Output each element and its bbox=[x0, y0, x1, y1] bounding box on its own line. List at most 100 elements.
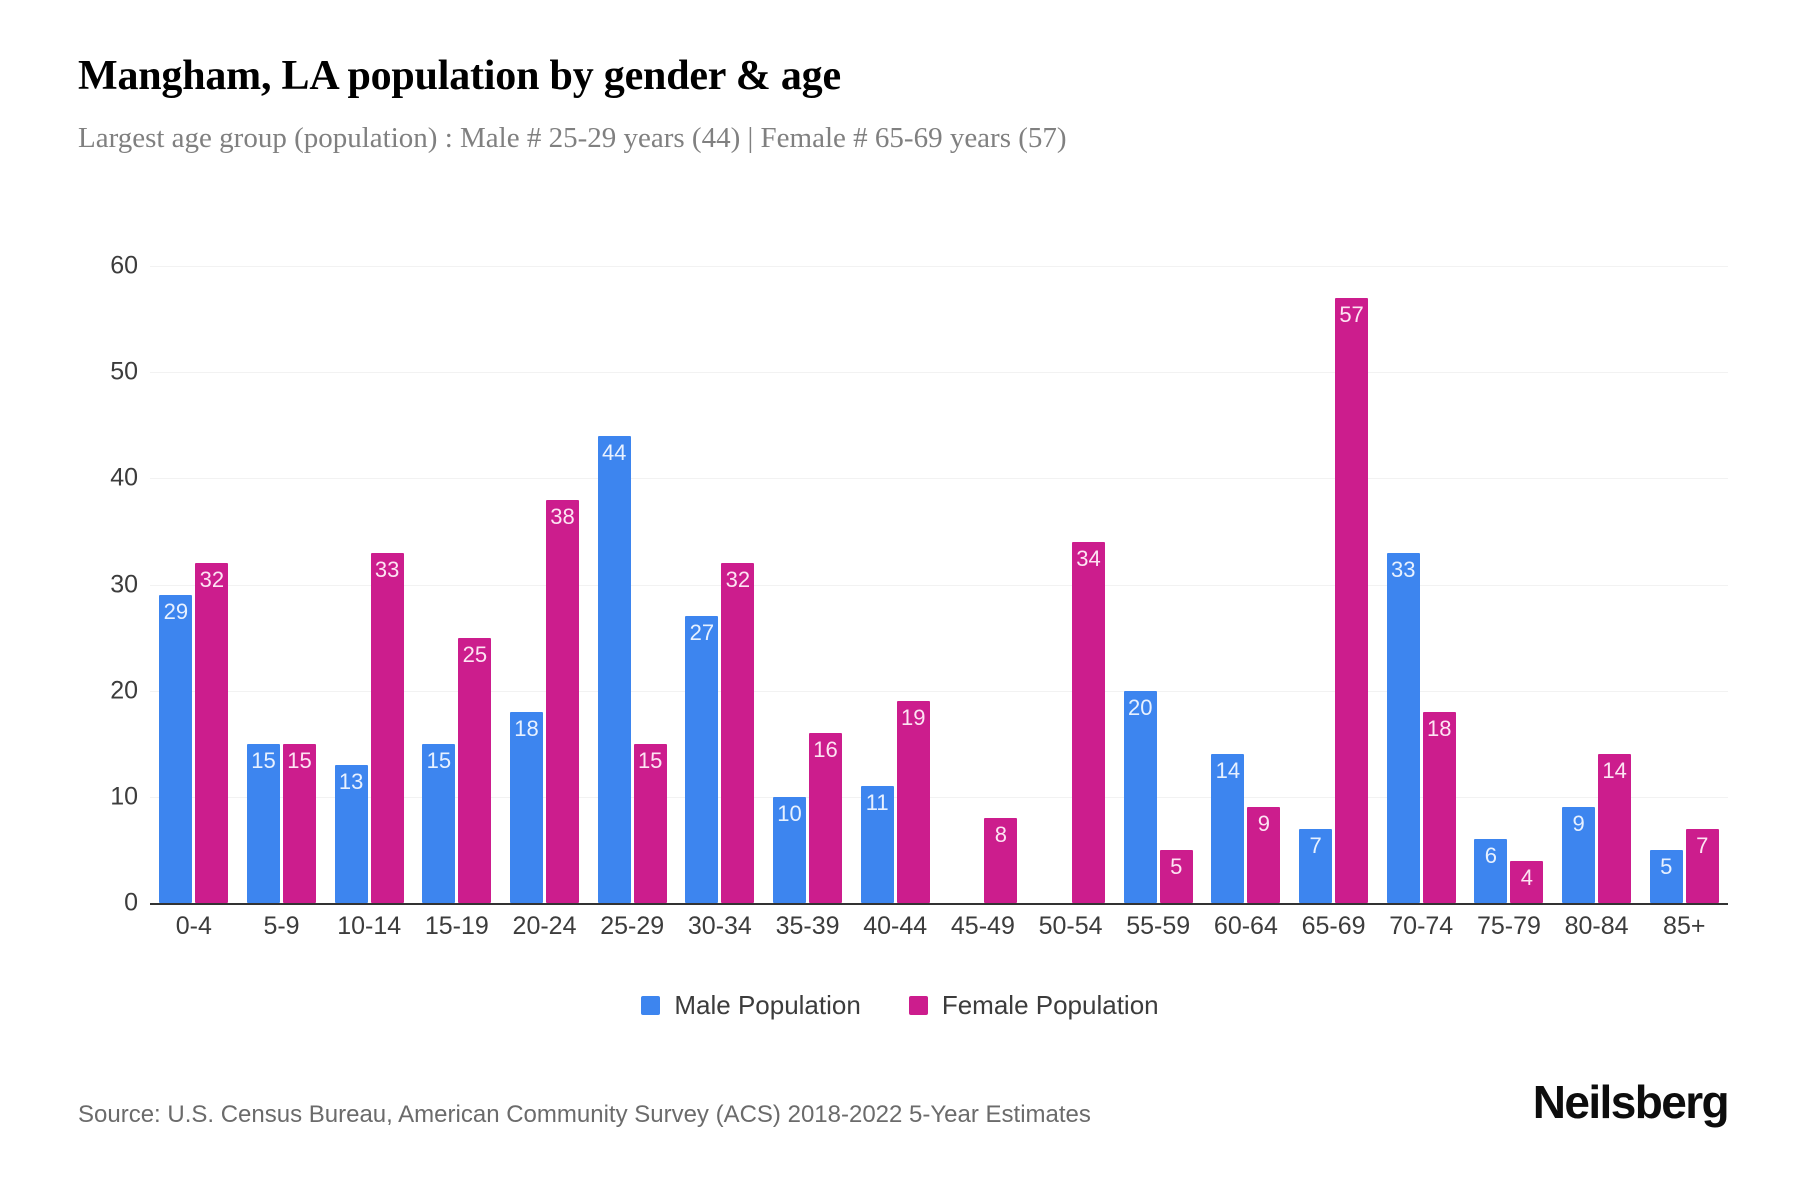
bar-value-label: 33 bbox=[1390, 556, 1416, 582]
bar-value-label: 15 bbox=[426, 747, 452, 773]
y-tick-label: 50 bbox=[110, 357, 138, 386]
bar-female[interactable]: 32 bbox=[721, 563, 755, 903]
bar-group: 14 9 bbox=[1202, 245, 1290, 903]
gridline bbox=[150, 584, 1728, 586]
bar-female[interactable]: 8 bbox=[984, 818, 1018, 903]
bar-value-label: 11 bbox=[865, 790, 889, 816]
bar-value-label: 15 bbox=[637, 747, 663, 773]
bar-female[interactable]: 7 bbox=[1685, 828, 1719, 903]
bar-female[interactable]: 19 bbox=[896, 701, 930, 903]
bar-value-label: 32 bbox=[199, 567, 225, 593]
bar-female[interactable]: 57 bbox=[1335, 298, 1369, 903]
x-tick-label: 60-64 bbox=[1213, 912, 1278, 940]
bar-female[interactable]: 9 bbox=[1247, 807, 1281, 903]
legend-item-female[interactable]: Female Population bbox=[908, 990, 1159, 1021]
bar-value-label: 5 bbox=[1170, 853, 1183, 879]
bar-value-label: 7 bbox=[1309, 832, 1322, 858]
bar-female[interactable]: 38 bbox=[546, 499, 580, 903]
page-title: Mangham, LA population by gender & age bbox=[78, 53, 841, 99]
bar-value-label: 34 bbox=[1076, 546, 1101, 572]
x-tick-label: 0-4 bbox=[175, 912, 212, 940]
bar-female[interactable]: 15 bbox=[283, 743, 316, 903]
chart-footer: Source: U.S. Census Bureau, American Com… bbox=[78, 1075, 1730, 1129]
source-note: Source: U.S. Census Bureau, American Com… bbox=[78, 1101, 1091, 1128]
bar-male[interactable]: 6 bbox=[1474, 839, 1508, 903]
bar-male[interactable]: 29 bbox=[159, 595, 193, 903]
y-tick-label: 60 bbox=[110, 251, 138, 280]
bar-groups: 2932151513331525183844152732101611190803… bbox=[150, 245, 1728, 903]
bar-group: 44 15 bbox=[588, 245, 676, 903]
bar-female[interactable]: 14 bbox=[1598, 754, 1632, 903]
bar-male[interactable]: 10 bbox=[773, 796, 807, 903]
bar-male[interactable]: 11 bbox=[860, 786, 894, 903]
bar-male[interactable]: 15 bbox=[247, 743, 280, 903]
gridlines bbox=[150, 245, 1728, 905]
bar-male[interactable]: 20 bbox=[1123, 690, 1157, 903]
bar-group: 15 25 bbox=[413, 245, 501, 903]
bar-female[interactable]: 32 bbox=[195, 563, 229, 903]
y-axis: 0 10 20 30 40 50 60 bbox=[78, 245, 150, 917]
bar-value-label: 15 bbox=[287, 747, 312, 773]
bar-value-label: 57 bbox=[1339, 302, 1364, 328]
bar-female[interactable]: 16 bbox=[809, 733, 843, 903]
x-tick-label: 10-14 bbox=[337, 912, 402, 940]
x-tick-label: 40-44 bbox=[863, 912, 928, 940]
bar-female[interactable]: 25 bbox=[458, 637, 492, 903]
chart-legend: Male Population Female Population bbox=[0, 990, 1800, 1021]
bar-male[interactable]: 9 bbox=[1562, 807, 1596, 903]
bar-female[interactable]: 4 bbox=[1510, 860, 1544, 903]
bar-male[interactable]: 33 bbox=[1386, 552, 1420, 903]
x-tick-label: 25-29 bbox=[600, 912, 665, 940]
x-tick-label: 75-79 bbox=[1476, 912, 1541, 940]
brand-logo: Neilsberg bbox=[1532, 1076, 1730, 1128]
bar-value-label: 6 bbox=[1484, 843, 1498, 869]
x-tick-label: 35-39 bbox=[775, 912, 840, 940]
bar-male[interactable]: 13 bbox=[334, 765, 368, 903]
bar-group: 27 32 bbox=[676, 245, 764, 903]
bar-group: 20 5 bbox=[1114, 245, 1202, 903]
bar-value-label: 32 bbox=[725, 567, 751, 593]
x-tick-label: 45-49 bbox=[950, 912, 1015, 940]
chart-subtitle: Largest age group (population) : Male # … bbox=[78, 122, 1067, 155]
bar-value-label: 27 bbox=[689, 620, 715, 646]
gridline bbox=[150, 796, 1728, 798]
bar-male[interactable]: 15 bbox=[422, 743, 456, 903]
gridline bbox=[150, 266, 1728, 268]
x-tick-label: 85+ bbox=[1663, 912, 1706, 940]
bar-female[interactable]: 15 bbox=[633, 743, 667, 903]
x-tick-label: 50-54 bbox=[1038, 912, 1103, 940]
bar-value-label: 33 bbox=[374, 556, 400, 582]
gridline bbox=[150, 372, 1728, 374]
bar-group: 15 15 bbox=[238, 245, 326, 903]
legend-label: Female Population bbox=[941, 990, 1159, 1020]
bar-group: 13 33 bbox=[325, 245, 413, 903]
bar-group: 18 38 bbox=[501, 245, 589, 903]
y-tick-label: 30 bbox=[110, 570, 138, 599]
bar-value-label: 25 bbox=[462, 641, 488, 667]
bar-female[interactable]: 5 bbox=[1159, 849, 1193, 903]
legend-item-male[interactable]: Male Population bbox=[641, 990, 861, 1021]
bar-male[interactable]: 5 bbox=[1649, 849, 1683, 903]
x-axis-line bbox=[150, 903, 1728, 905]
bar-male[interactable]: 7 bbox=[1299, 828, 1333, 903]
bar-female[interactable]: 34 bbox=[1072, 542, 1106, 903]
bar-female[interactable]: 33 bbox=[370, 552, 404, 903]
bar-value-label: 7 bbox=[1696, 832, 1709, 858]
bar-group: 9 14 bbox=[1553, 245, 1641, 903]
x-tick-label: 5-9 bbox=[263, 912, 300, 940]
x-tick-label: 55-59 bbox=[1126, 912, 1191, 940]
square-swatch bbox=[641, 996, 661, 1015]
bar-value-label: 18 bbox=[1426, 715, 1452, 741]
bar-male[interactable]: 27 bbox=[685, 616, 719, 903]
bar-value-label: 9 bbox=[1257, 811, 1271, 837]
bar-value-label: 20 bbox=[1127, 694, 1153, 720]
bar-female[interactable]: 18 bbox=[1422, 711, 1456, 903]
bar-group: 10 16 bbox=[764, 245, 852, 903]
chart-header: Mangham, LA population by gender & age L… bbox=[78, 52, 1728, 155]
bar-male[interactable]: 18 bbox=[510, 711, 544, 903]
bar-male[interactable]: 14 bbox=[1211, 754, 1245, 903]
x-tick-label: 80-84 bbox=[1564, 912, 1629, 940]
gridline bbox=[150, 690, 1728, 692]
bar-male[interactable]: 44 bbox=[597, 436, 631, 903]
